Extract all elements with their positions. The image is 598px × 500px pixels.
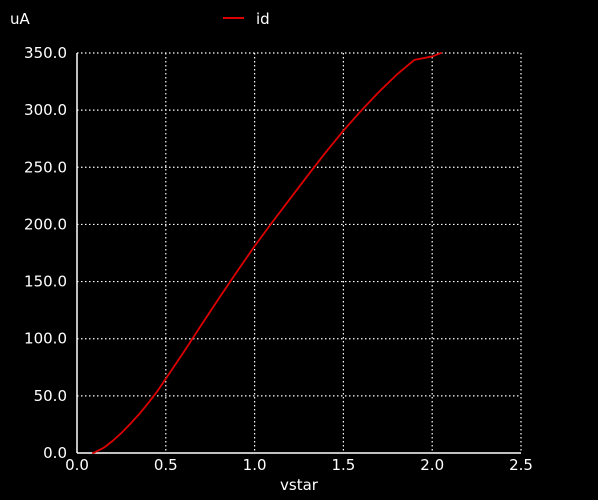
y-tick-label: 100.0: [24, 330, 67, 348]
tick-labels: 0.0 0.5 1.0 1.5 2.0 2.5 0.0 50.0 100.0 150.0 200.0…: [24, 44, 533, 474]
x-tick-label: 1.5: [331, 456, 355, 474]
y-tick-label: 250.0: [24, 158, 67, 176]
x-tick-label: 2.0: [420, 456, 444, 474]
series-line-id: [92, 52, 442, 454]
x-axis-label: vstar: [280, 476, 319, 494]
y-tick-label: 0.0: [43, 444, 67, 462]
x-tick-label: 0.5: [154, 456, 178, 474]
y-tick-label: 300.0: [24, 101, 67, 119]
x-tick-label: 0.0: [65, 456, 89, 474]
x-tick-label: 1.0: [243, 456, 267, 474]
y-tick-label: 200.0: [24, 215, 67, 233]
y-tick-label: 150.0: [24, 273, 67, 291]
y-axis-label: uA: [10, 10, 31, 28]
axes: [76, 53, 521, 454]
legend[interactable]: id: [223, 10, 270, 28]
x-tick-label: 2.5: [509, 456, 533, 474]
y-tick-label: 50.0: [34, 387, 67, 405]
y-tick-label: 350.0: [24, 44, 67, 62]
legend-label-id: id: [256, 10, 270, 28]
series-layer: [92, 52, 442, 454]
grid: [77, 52, 522, 453]
